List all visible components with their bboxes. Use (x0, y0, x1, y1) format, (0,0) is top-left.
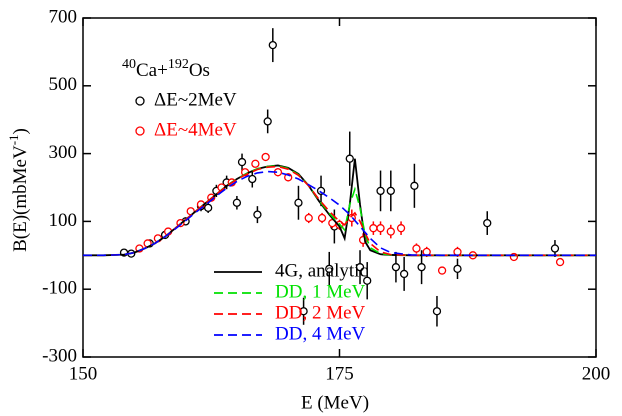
mass-1: 40 (122, 57, 136, 72)
data-point (412, 244, 421, 253)
x-tick-label: 150 (69, 363, 98, 384)
data-point (376, 224, 385, 233)
legend-label: 4G, analytic (275, 260, 368, 281)
data-point (325, 264, 334, 274)
data-point (355, 263, 365, 272)
x-axis-label: E (MeV) (301, 392, 369, 413)
y-tick-label: 100 (49, 210, 78, 231)
data-point (550, 244, 560, 253)
data-point (417, 263, 426, 272)
legend-label: ΔE~2MeV (154, 89, 237, 110)
mass-2: 192 (168, 57, 189, 72)
system-label: 40Ca+192Os (122, 57, 210, 81)
data-point (248, 174, 257, 184)
data-point (369, 224, 378, 233)
y-label-end: ) (10, 128, 31, 134)
data-point (410, 181, 419, 190)
x-tick-label: 200 (582, 363, 611, 384)
y-tick-label: 500 (49, 74, 78, 95)
legend-label: DD, 1 MeV (275, 281, 366, 302)
data-point (294, 198, 303, 207)
data-point (317, 213, 327, 223)
data-point (363, 276, 372, 285)
legend-label: DD, 4 MeV (275, 323, 366, 344)
element-2: Os (189, 60, 210, 81)
data-point (299, 307, 308, 316)
y-label-sup: -1 (6, 134, 21, 145)
data-point (432, 307, 442, 316)
data-point (304, 213, 313, 223)
data-point (399, 269, 409, 279)
data-point (232, 198, 242, 207)
legend-marker (135, 96, 145, 106)
data-point (386, 227, 395, 236)
data-point (261, 152, 270, 162)
data-point (268, 40, 277, 50)
y-label-main: B(E)(mbMeV (10, 145, 31, 252)
data-point (391, 263, 401, 272)
data-point (345, 154, 354, 163)
data-point (386, 186, 395, 196)
legend-label: DD, 2 MeV (275, 302, 366, 323)
y-tick-label: -100 (42, 278, 77, 299)
element-1: Ca+ (136, 60, 168, 81)
data-point (237, 157, 247, 167)
y-tick-label: 300 (49, 142, 78, 163)
data-point (555, 257, 565, 267)
data-point (376, 186, 385, 196)
y-axis-label: B(E)(mbMeV-1) (6, 128, 31, 252)
curve (83, 165, 596, 257)
data-point (437, 266, 447, 275)
y-tick-label: -300 (42, 345, 77, 366)
data-point (453, 247, 462, 257)
data-point (453, 264, 462, 274)
curve (83, 158, 596, 257)
data-point (251, 159, 260, 168)
legend-label: ΔE~4MeV (154, 119, 237, 140)
x-tick-label: 175 (325, 363, 354, 384)
curve (83, 170, 596, 257)
y-tick-label: 700 (49, 6, 78, 27)
data-point (483, 218, 492, 228)
data-point (263, 117, 272, 126)
data-point (396, 224, 406, 233)
data-point (204, 203, 213, 212)
data-point (253, 210, 262, 219)
legend-marker (135, 126, 145, 136)
